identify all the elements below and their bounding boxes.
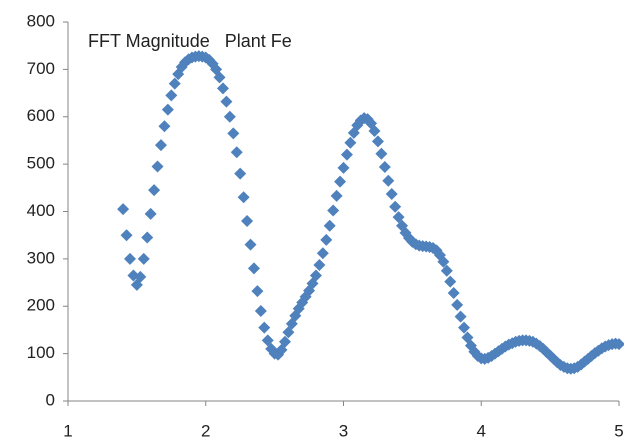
data-point	[123, 252, 136, 265]
chart-title: FFT Magnitude Plant Fe	[88, 31, 292, 51]
data-point	[316, 247, 329, 260]
data-point	[323, 219, 336, 232]
data-point	[437, 255, 450, 268]
data-point	[334, 175, 347, 188]
data-point	[258, 321, 271, 334]
y-tick-label: 300	[27, 248, 55, 267]
data-point	[148, 184, 161, 197]
data-point	[451, 298, 464, 311]
x-tick-label: 1	[63, 421, 72, 440]
data-point	[368, 124, 381, 137]
data-point	[444, 275, 457, 288]
data-point	[344, 136, 357, 149]
data-point	[230, 146, 243, 159]
data-point	[389, 200, 402, 213]
data-point	[137, 252, 150, 265]
data-point	[313, 259, 326, 272]
data-point	[371, 135, 384, 148]
data-point	[220, 95, 233, 108]
data-point	[161, 103, 174, 116]
x-tick-label: 3	[339, 421, 348, 440]
data-point	[244, 238, 257, 251]
data-point	[216, 82, 229, 95]
data-point	[330, 189, 343, 202]
data-point	[375, 147, 388, 160]
data-point	[247, 262, 260, 275]
y-tick-label: 100	[27, 343, 55, 362]
data-point	[234, 167, 247, 180]
data-point	[158, 120, 171, 133]
y-tick-label: 400	[27, 201, 55, 220]
data-point	[320, 233, 333, 246]
y-tick-label: 800	[27, 11, 55, 30]
data-point	[154, 139, 167, 152]
data-point	[134, 270, 147, 283]
data-point	[365, 117, 378, 130]
data-point	[206, 57, 219, 70]
data-point	[385, 187, 398, 200]
data-point	[168, 77, 181, 90]
data-point	[378, 160, 391, 173]
x-tick-label: 5	[614, 421, 623, 440]
y-tick-label: 700	[27, 59, 55, 78]
x-tick-label: 4	[477, 421, 486, 440]
data-point	[241, 214, 254, 227]
y-tick-label: 500	[27, 154, 55, 173]
data-point	[254, 304, 267, 317]
data-point	[613, 338, 624, 351]
y-tick-label: 200	[27, 296, 55, 315]
data-point	[440, 264, 453, 277]
data-point	[151, 160, 164, 173]
data-point	[340, 148, 353, 161]
data-point	[382, 174, 395, 187]
data-point	[454, 310, 467, 323]
data-point	[213, 71, 226, 84]
data-point	[251, 285, 264, 298]
data-point	[447, 286, 460, 299]
y-tick-label: 600	[27, 106, 55, 125]
data-point	[237, 191, 250, 204]
data-point	[165, 89, 178, 102]
x-tick-label: 2	[201, 421, 210, 440]
data-point	[309, 269, 322, 282]
data-point	[117, 203, 130, 216]
data-point	[278, 335, 291, 348]
data-point	[327, 204, 340, 217]
data-point	[458, 321, 471, 334]
data-point	[120, 229, 133, 242]
data-point	[223, 110, 236, 123]
y-tick-label: 0	[46, 390, 55, 409]
data-point	[227, 127, 240, 140]
data-point	[337, 161, 350, 174]
data-point	[144, 207, 157, 220]
data-point	[141, 231, 154, 244]
